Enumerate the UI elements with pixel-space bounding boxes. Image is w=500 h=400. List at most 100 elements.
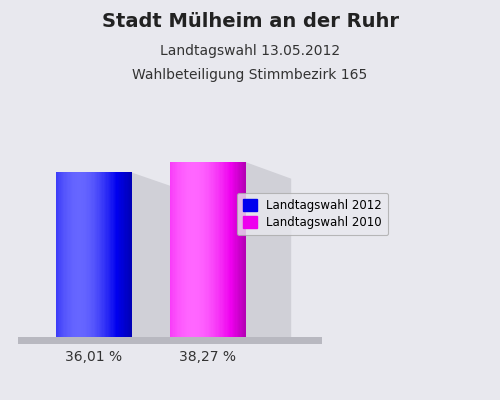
Bar [110, 172, 112, 338]
Text: 38,27 %: 38,27 % [179, 350, 236, 364]
Bar [215, 162, 216, 338]
Bar [66, 172, 67, 338]
Bar [90, 172, 91, 338]
Bar [243, 162, 244, 338]
Bar [178, 162, 180, 338]
Bar [77, 172, 78, 338]
Bar [101, 172, 102, 338]
Bar [190, 162, 191, 338]
Bar [100, 172, 101, 338]
Bar [218, 162, 219, 338]
Bar [60, 172, 62, 338]
Bar [64, 172, 66, 338]
Bar [129, 172, 130, 338]
Bar [171, 162, 172, 338]
Bar [184, 162, 185, 338]
Text: Landtagswahl 13.05.2012: Landtagswahl 13.05.2012 [160, 44, 340, 58]
Bar [181, 162, 182, 338]
Bar [194, 162, 195, 338]
Bar [238, 162, 240, 338]
Bar [220, 162, 222, 338]
Bar [71, 172, 72, 338]
Bar [70, 172, 71, 338]
Bar [170, 162, 171, 338]
Bar [115, 172, 116, 338]
Bar [96, 172, 98, 338]
Bar [233, 162, 234, 338]
Bar [192, 162, 194, 338]
Bar [206, 162, 208, 338]
Bar [198, 162, 200, 338]
Bar [200, 162, 202, 338]
Bar [106, 172, 108, 338]
Bar [236, 162, 238, 338]
Bar [228, 162, 229, 338]
Bar [176, 162, 177, 338]
Bar [244, 162, 246, 338]
Bar [95, 172, 96, 338]
Bar [208, 162, 209, 338]
Bar [188, 162, 190, 338]
Bar [223, 162, 224, 338]
Bar [204, 162, 205, 338]
Bar [126, 172, 128, 338]
Polygon shape [132, 172, 177, 340]
Text: 36,01 %: 36,01 % [65, 350, 122, 364]
Bar [80, 172, 81, 338]
Bar [177, 162, 178, 338]
Bar [230, 162, 232, 338]
Bar [63, 172, 64, 338]
Bar [219, 162, 220, 338]
Bar [81, 172, 82, 338]
Bar [58, 172, 59, 338]
Bar [102, 172, 104, 338]
Bar [226, 162, 228, 338]
Bar [222, 162, 223, 338]
Bar [82, 172, 84, 338]
Bar [196, 162, 198, 338]
Bar [210, 162, 212, 338]
Bar [119, 172, 120, 338]
Bar [86, 172, 88, 338]
Bar [118, 172, 119, 338]
Bar [56, 172, 57, 338]
Bar [182, 162, 184, 338]
Bar [105, 172, 106, 338]
Bar [214, 162, 215, 338]
Bar [108, 172, 109, 338]
Bar [128, 172, 129, 338]
Bar [109, 172, 110, 338]
Bar [174, 162, 176, 338]
Bar [240, 162, 242, 338]
Bar [76, 172, 77, 338]
Bar [202, 162, 204, 338]
Bar [67, 172, 68, 338]
Bar [205, 162, 206, 338]
Bar [120, 172, 122, 338]
Bar [84, 172, 86, 338]
Bar [130, 172, 132, 338]
Bar [242, 162, 243, 338]
Text: Wahlbeteiligung Stimmbezirk 165: Wahlbeteiligung Stimmbezirk 165 [132, 68, 368, 82]
Bar [234, 162, 235, 338]
Bar [72, 172, 74, 338]
Bar [104, 172, 105, 338]
Bar [112, 172, 114, 338]
Bar [209, 162, 210, 338]
Bar [180, 162, 181, 338]
Bar [195, 162, 196, 338]
Bar [114, 172, 115, 338]
Bar [78, 172, 80, 338]
Bar [62, 172, 63, 338]
Legend: Landtagswahl 2012, Landtagswahl 2010: Landtagswahl 2012, Landtagswahl 2010 [236, 193, 388, 235]
Bar [92, 172, 94, 338]
Bar [88, 172, 90, 338]
Bar [68, 172, 70, 338]
Bar [216, 162, 218, 338]
Bar [186, 162, 188, 338]
Bar [232, 162, 233, 338]
Text: Stadt Mülheim an der Ruhr: Stadt Mülheim an der Ruhr [102, 12, 399, 31]
Bar [94, 172, 95, 338]
Bar [185, 162, 186, 338]
Bar [57, 172, 58, 338]
